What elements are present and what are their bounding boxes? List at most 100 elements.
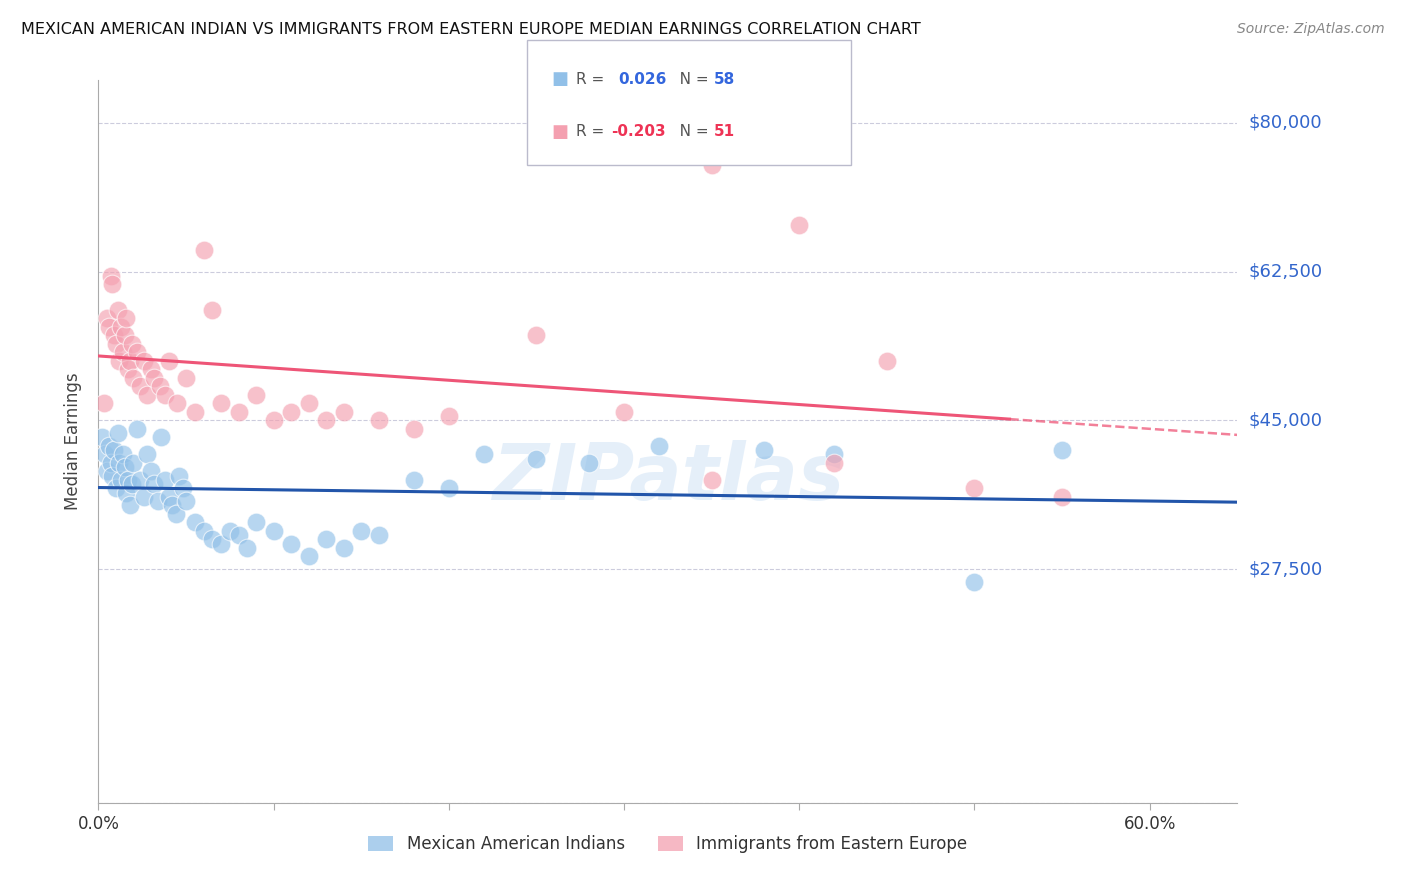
Point bbox=[209, 536, 232, 550]
Point bbox=[193, 244, 215, 258]
Point bbox=[104, 481, 127, 495]
Point bbox=[298, 549, 321, 564]
Point bbox=[823, 447, 845, 461]
Point bbox=[90, 430, 112, 444]
Point bbox=[103, 443, 125, 458]
Point bbox=[228, 528, 250, 542]
Point bbox=[143, 371, 166, 385]
Text: R =: R = bbox=[576, 124, 610, 139]
Point bbox=[613, 405, 636, 419]
Point bbox=[136, 447, 159, 461]
Point bbox=[437, 481, 460, 495]
Text: 58: 58 bbox=[714, 72, 735, 87]
Point bbox=[367, 528, 389, 542]
Point bbox=[114, 328, 136, 343]
Text: R =: R = bbox=[576, 72, 614, 87]
Point bbox=[526, 328, 548, 343]
Point bbox=[437, 409, 460, 423]
Point bbox=[963, 574, 986, 589]
Point bbox=[139, 464, 162, 478]
Point bbox=[700, 158, 723, 172]
Text: 51: 51 bbox=[714, 124, 735, 139]
Text: $62,500: $62,500 bbox=[1249, 262, 1323, 281]
Point bbox=[228, 405, 250, 419]
Point bbox=[115, 485, 138, 500]
Point bbox=[165, 507, 187, 521]
Point bbox=[96, 464, 118, 478]
Text: -0.203: -0.203 bbox=[612, 124, 666, 139]
Point bbox=[298, 396, 321, 410]
Text: ■: ■ bbox=[551, 122, 568, 141]
Point bbox=[315, 413, 337, 427]
Point bbox=[245, 516, 267, 530]
Point bbox=[787, 218, 810, 232]
Point bbox=[184, 405, 207, 419]
Point bbox=[111, 345, 134, 359]
Point bbox=[107, 302, 129, 317]
Point bbox=[143, 477, 166, 491]
Point bbox=[157, 490, 180, 504]
Point bbox=[97, 319, 120, 334]
Point bbox=[174, 494, 197, 508]
Point bbox=[1050, 490, 1073, 504]
Point bbox=[139, 362, 162, 376]
Point bbox=[209, 396, 232, 410]
Point bbox=[104, 336, 127, 351]
Point bbox=[963, 481, 986, 495]
Point bbox=[160, 498, 183, 512]
Point bbox=[146, 494, 169, 508]
Text: $80,000: $80,000 bbox=[1249, 114, 1322, 132]
Point bbox=[117, 473, 139, 487]
Text: $27,500: $27,500 bbox=[1249, 560, 1323, 578]
Point bbox=[115, 311, 138, 326]
Point bbox=[218, 524, 240, 538]
Point bbox=[402, 422, 425, 436]
Point bbox=[97, 439, 120, 453]
Point bbox=[101, 277, 124, 292]
Point bbox=[153, 388, 176, 402]
Point bbox=[754, 443, 776, 458]
Point bbox=[94, 447, 117, 461]
Point bbox=[125, 422, 148, 436]
Point bbox=[280, 405, 302, 419]
Point bbox=[1050, 443, 1073, 458]
Point bbox=[101, 468, 124, 483]
Point bbox=[367, 413, 389, 427]
Point bbox=[125, 345, 148, 359]
Point bbox=[876, 353, 898, 368]
Point bbox=[118, 353, 141, 368]
Point bbox=[114, 460, 136, 475]
Point bbox=[263, 413, 285, 427]
Point bbox=[167, 468, 190, 483]
Point bbox=[201, 533, 224, 547]
Point bbox=[157, 353, 180, 368]
Text: 0.026: 0.026 bbox=[619, 72, 666, 87]
Point bbox=[110, 473, 132, 487]
Point bbox=[153, 473, 176, 487]
Point bbox=[823, 456, 845, 470]
Point bbox=[280, 536, 302, 550]
Point bbox=[108, 456, 131, 470]
Point bbox=[184, 516, 207, 530]
Point bbox=[700, 473, 723, 487]
Point bbox=[315, 533, 337, 547]
Point bbox=[129, 473, 152, 487]
Point bbox=[648, 439, 671, 453]
Point bbox=[578, 456, 600, 470]
Y-axis label: Median Earnings: Median Earnings bbox=[65, 373, 83, 510]
Point bbox=[526, 451, 548, 466]
Point bbox=[103, 328, 125, 343]
Point bbox=[100, 268, 122, 283]
Point bbox=[174, 371, 197, 385]
Legend: Mexican American Indians, Immigrants from Eastern Europe: Mexican American Indians, Immigrants fro… bbox=[361, 828, 974, 860]
Point bbox=[332, 541, 354, 555]
Point bbox=[108, 353, 131, 368]
Text: N =: N = bbox=[665, 124, 713, 139]
Text: ■: ■ bbox=[551, 70, 568, 88]
Point bbox=[96, 311, 118, 326]
Point bbox=[245, 388, 267, 402]
Point bbox=[129, 379, 152, 393]
Point bbox=[166, 396, 188, 410]
Point bbox=[117, 362, 139, 376]
Point bbox=[172, 481, 194, 495]
